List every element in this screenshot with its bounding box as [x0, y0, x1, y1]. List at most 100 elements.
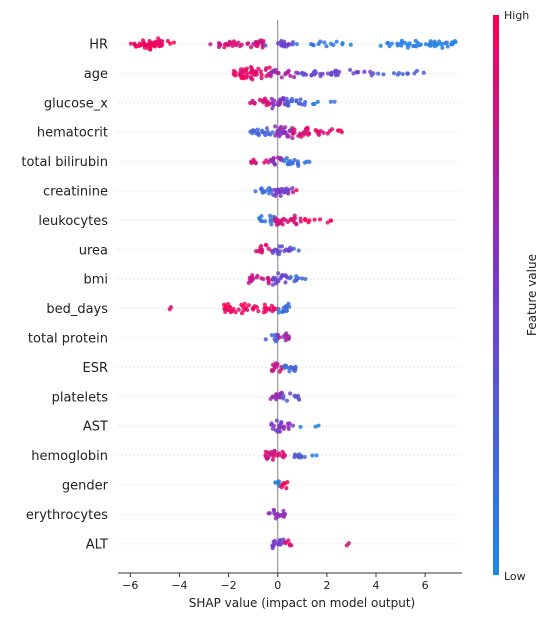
shap-point: [240, 304, 245, 309]
shap-point: [411, 43, 416, 49]
shap-point: [270, 362, 276, 367]
shap-point: [395, 43, 400, 48]
colorbar-high-label: High: [504, 9, 529, 22]
colorbar: High Low Feature value: [493, 9, 539, 583]
x-tick-label: −6: [122, 579, 138, 592]
feature-label: creatinine: [43, 185, 108, 200]
shap-point: [283, 274, 289, 279]
shap-point: [269, 451, 274, 456]
shap-point: [228, 310, 234, 315]
shap-point: [233, 310, 238, 315]
shap-point: [278, 193, 283, 198]
shap-point: [313, 127, 318, 133]
shap-point: [283, 280, 288, 285]
shap-point: [285, 134, 290, 139]
shap-point: [272, 187, 277, 192]
shap-point: [292, 454, 297, 460]
x-tick-label: −2: [220, 579, 236, 592]
shap-point: [259, 76, 264, 81]
shap-point: [155, 39, 160, 45]
shap-point: [317, 217, 323, 222]
shap-point: [453, 39, 458, 45]
shap-point: [376, 71, 381, 76]
x-tick-label: −4: [171, 579, 187, 592]
shap-point: [304, 127, 309, 132]
shap-point: [286, 334, 291, 339]
shap-point: [298, 455, 304, 460]
x-axis-title: SHAP value (impact on model output): [189, 596, 416, 610]
shap-point: [223, 305, 228, 310]
shap-point: [259, 98, 264, 103]
shap-point: [312, 217, 317, 222]
shap-point: [250, 68, 255, 73]
shap-point: [270, 282, 276, 287]
shap-point: [281, 95, 286, 101]
shap-point: [378, 43, 383, 48]
shap-point: [128, 41, 133, 46]
shap-point: [286, 191, 291, 196]
shap-point: [283, 304, 289, 309]
shap-point: [239, 75, 245, 80]
shap-point: [253, 160, 258, 165]
shap-point: [351, 71, 356, 76]
shap-point: [355, 70, 360, 75]
shap-point: [281, 424, 287, 429]
shap-point: [283, 217, 288, 223]
feature-label: erythrocytes: [26, 508, 108, 523]
shap-point: [141, 41, 146, 47]
shap-point: [280, 222, 285, 227]
shap-point: [348, 42, 353, 47]
shap-point: [333, 73, 338, 78]
shap-point: [415, 40, 420, 45]
shap-point: [440, 45, 445, 50]
shap-point: [289, 543, 294, 548]
shap-point: [276, 221, 282, 226]
shap-point: [280, 483, 285, 488]
shap-point: [288, 73, 293, 79]
shap-point: [261, 188, 266, 193]
shap-point: [277, 189, 282, 195]
shap-point: [292, 127, 297, 132]
shap-point: [271, 159, 276, 164]
shap-point: [259, 72, 264, 77]
shap-point: [282, 453, 288, 458]
shap-point: [267, 65, 272, 70]
shap-point: [276, 306, 281, 312]
shap-point: [167, 307, 172, 312]
feature-label: glucose_x: [44, 96, 108, 111]
feature-label: bmi: [83, 273, 108, 288]
shap-point: [332, 99, 337, 104]
shap-point: [264, 126, 270, 131]
shap-point: [250, 100, 255, 105]
shap-point: [294, 98, 299, 103]
shap-point: [305, 130, 311, 136]
shap-point: [428, 39, 433, 44]
shap-point: [265, 187, 270, 193]
shap-point: [288, 98, 293, 104]
shap-point: [270, 543, 275, 548]
shap-point: [286, 68, 291, 73]
shap-point: [368, 69, 373, 74]
feature-label: total protein: [28, 332, 108, 347]
shap-point: [290, 135, 295, 141]
shap-point: [296, 248, 301, 253]
shap-point: [271, 507, 276, 513]
shap-point: [329, 127, 335, 132]
shap-point: [294, 278, 299, 283]
shap-point: [303, 276, 308, 282]
shap-point: [321, 130, 326, 135]
shap-point: [244, 66, 249, 71]
shap-point: [310, 453, 315, 458]
shap-point: [266, 246, 271, 251]
shap-point: [250, 273, 255, 278]
shap-point: [273, 480, 278, 485]
shap-point: [277, 244, 282, 249]
feature-label: total bilirubin: [21, 155, 108, 170]
shap-point: [260, 247, 265, 252]
shap-point: [245, 41, 250, 47]
shap-point: [315, 99, 320, 104]
shap-point: [269, 421, 274, 426]
shap-point: [302, 130, 307, 135]
shap-point: [281, 396, 286, 401]
